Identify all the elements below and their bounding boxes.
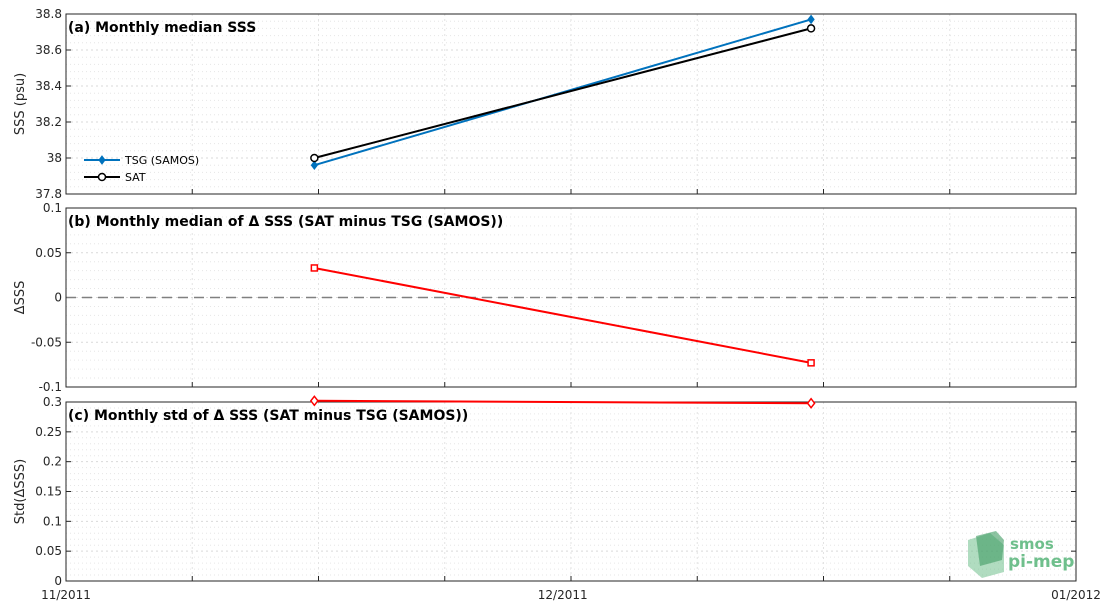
y-axis-label: ΔSSS [13, 281, 28, 315]
legend-label: SAT [125, 171, 146, 184]
panel-1: 37.8 38 38.2 38.4 38.6 38.8 SSS (psu) (a) Month… [13, 7, 1077, 201]
panel-title: (c) Monthly std of Δ SSS (SAT minus TSG … [68, 408, 468, 424]
series-line [314, 399, 812, 405]
logo-text-pimep: pi-mep [1008, 552, 1074, 572]
ytick-label: 0 [54, 291, 62, 305]
xtick-label: 11/2011 [41, 588, 91, 602]
data-point [807, 359, 815, 367]
y-axis-label: SSS (psu) [13, 73, 28, 135]
panel-2: -0.1 -0.05 0 0.05 0.1 ΔSSS (b) Monthly median … [13, 201, 1077, 394]
data-point [806, 397, 816, 409]
legend-marker [97, 172, 107, 182]
xtick-label: 01/2012 [1051, 588, 1101, 602]
panel-title: (b) Monthly median of Δ SSS (SAT minus T… [68, 214, 503, 230]
axes-box [65, 13, 1077, 195]
ytick-label: 0.25 [35, 425, 62, 439]
panel-title: (a) Monthly median SSS [68, 20, 256, 36]
data-point [310, 264, 319, 272]
axes-box [65, 207, 1077, 388]
ytick-label: 0.05 [35, 246, 62, 260]
ytick-label: 0.2 [43, 455, 62, 469]
ytick-label: 38 [47, 151, 62, 165]
ytick-label: 0 [54, 574, 62, 588]
legend-label: TSG (SAMOS) [124, 154, 199, 167]
ytick-label: 38.8 [35, 7, 62, 21]
legend: TSG (SAMOS) SAT [84, 154, 199, 184]
ytick-label: -0.05 [31, 335, 62, 349]
data-point [806, 24, 816, 33]
ytick-label: -0.1 [39, 380, 62, 394]
panel-3: 0 0.05 0.1 0.15 0.2 0.25 0.3 Std(ΔSSS) (c) Month… [13, 395, 1077, 588]
xtick-label: 12/2011 [538, 588, 588, 602]
data-point [310, 153, 319, 163]
y-axis-label: Std(ΔSSS) [13, 459, 28, 524]
ytick-label: 0.1 [43, 514, 62, 528]
legend-marker [98, 155, 106, 165]
ytick-label: 38.6 [35, 43, 62, 57]
ytick-label: 0.15 [35, 485, 62, 499]
series-line [314, 266, 812, 364]
ytick-label: 38.4 [35, 79, 62, 93]
data-point [309, 395, 319, 407]
ytick-label: 0.1 [43, 201, 62, 215]
ytick-label: 0.05 [35, 544, 62, 558]
logo-text-smos: smos [1010, 535, 1054, 553]
ytick-label: 38.2 [35, 115, 62, 129]
ytick-label: 0.3 [43, 395, 62, 409]
logo-mark-inner [976, 531, 1004, 566]
series-line [314, 27, 812, 159]
ytick-label: 37.8 [35, 187, 62, 201]
data-point [807, 14, 815, 25]
data-point [310, 160, 318, 171]
